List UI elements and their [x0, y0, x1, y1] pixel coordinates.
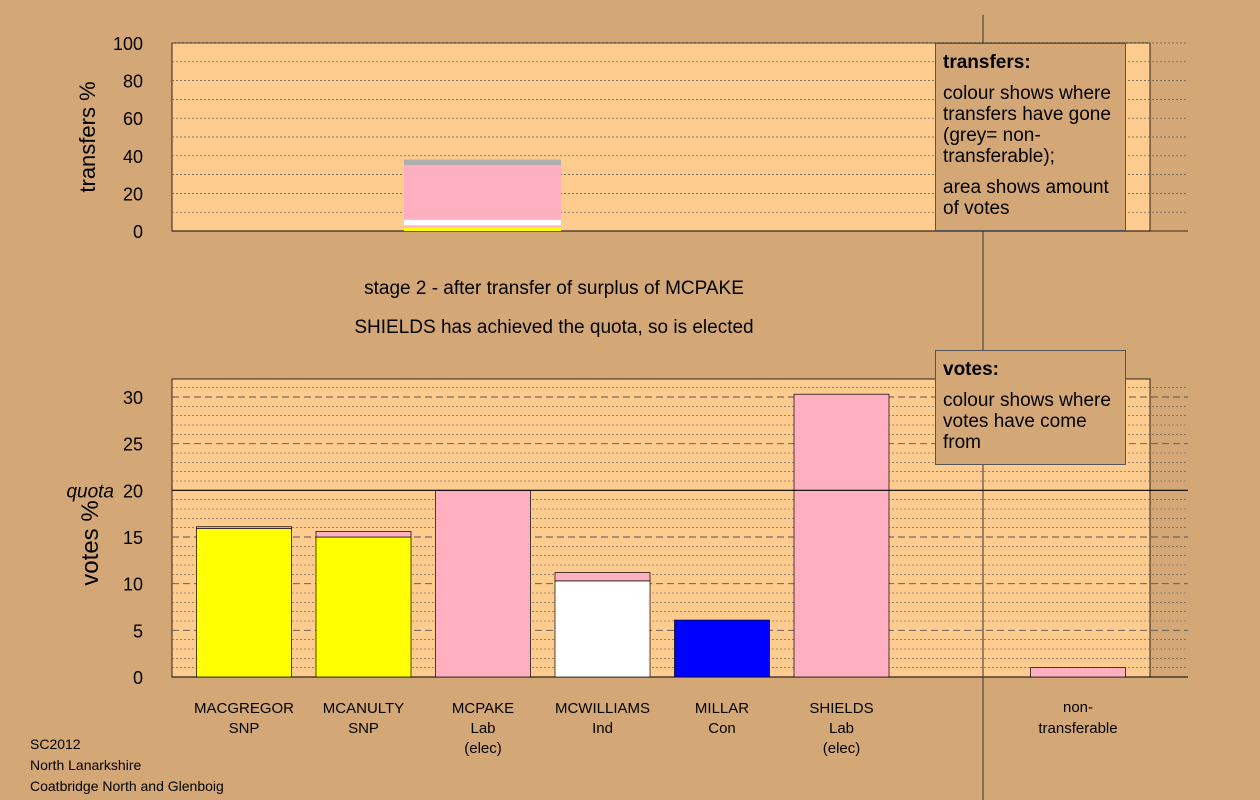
candidate-party-label: Lab	[829, 720, 854, 737]
transfers-y-tick-label: 20	[123, 184, 143, 204]
vote-bar-segment	[315, 531, 412, 538]
transfer-segment	[404, 225, 561, 228]
candidate-elected-label: (elec)	[823, 740, 861, 757]
vote-bar-segment	[793, 393, 890, 678]
votes-legend-title: votes:	[943, 359, 999, 380]
candidate-party-label: SNP	[229, 720, 260, 737]
vote-bar-segment	[315, 536, 412, 678]
transfers-y-axis-label: transfers %	[75, 81, 100, 192]
candidate-party-label: Lab	[470, 720, 495, 737]
stage-headline: stage 2 - after transfer of surplus of M…	[364, 278, 744, 299]
vote-bar-segment	[554, 580, 651, 678]
vote-bar-segment	[554, 572, 651, 582]
footer-ward: Coatbridge North and Glenboig	[30, 778, 224, 794]
candidate-party-label: SNP	[348, 720, 379, 737]
vote-bar-segment	[435, 489, 531, 678]
candidate-name-label: MILLAR	[695, 700, 749, 717]
transfers-legend-title: transfers:	[943, 52, 1031, 73]
votes-y-tick-label: 0	[133, 668, 143, 688]
vote-bar-segment	[196, 526, 292, 529]
candidate-party-label: Con	[708, 720, 736, 737]
vote-bar-segment	[196, 528, 292, 678]
candidate-name-label: SHIELDS	[809, 700, 873, 717]
transfers-y-tick-label: 60	[123, 109, 143, 129]
candidate-name-label: MACGREGOR	[194, 700, 294, 717]
votes-y-tick-label: 30	[123, 388, 143, 408]
vote-bar-segment	[674, 619, 770, 678]
candidate-name-label: MCWILLIAMS	[555, 700, 650, 717]
footer-council: North Lanarkshire	[30, 757, 142, 773]
transfer-segment	[404, 159, 561, 166]
candidate-name-label: MCANULTY	[323, 700, 404, 717]
transfer-segment	[404, 219, 561, 226]
transfers-y-tick-label: 40	[123, 147, 143, 167]
candidate-elected-label: (elec)	[464, 740, 502, 757]
candidate-name-label: MCPAKE	[452, 700, 514, 717]
elected-headline: SHIELDS has achieved the quota, so is el…	[354, 317, 754, 338]
transfer-segment	[404, 165, 561, 220]
non-transferable-label: transferable	[1038, 720, 1117, 737]
votes-legend-text: colour shows where votes have come from	[943, 390, 1111, 453]
non-transferable-bar	[1030, 667, 1126, 678]
votes-legend: votes: colour shows where votes have com…	[935, 350, 1126, 465]
transfers-y-tick-label: 100	[113, 34, 143, 54]
non-transferable-label: non-	[1063, 699, 1093, 716]
votes-y-tick-label: 20	[123, 481, 143, 501]
votes-y-tick-label: 5	[133, 621, 143, 641]
votes-y-axis-label: votes %	[77, 500, 104, 585]
candidate-party-label: Ind	[592, 720, 613, 737]
transfer-segment	[404, 227, 561, 231]
votes-y-tick-label: 10	[123, 575, 143, 595]
transfers-y-tick-label: 80	[123, 72, 143, 92]
votes-y-tick-label: 25	[123, 435, 143, 455]
votes-y-tick-label: 15	[123, 528, 143, 548]
transfers-legend-text: colour shows where transfers have gone (…	[943, 83, 1111, 167]
transfers-y-tick-label: 0	[133, 222, 143, 242]
quota-label: quota	[66, 481, 114, 502]
transfers-legend-area-text: area shows amount of votes	[943, 177, 1109, 219]
footer-election: SC2012	[30, 736, 81, 752]
footer: SC2012 North Lanarkshire Coatbridge Nort…	[30, 734, 224, 797]
transfers-legend: transfers: colour shows where transfers …	[935, 43, 1126, 231]
